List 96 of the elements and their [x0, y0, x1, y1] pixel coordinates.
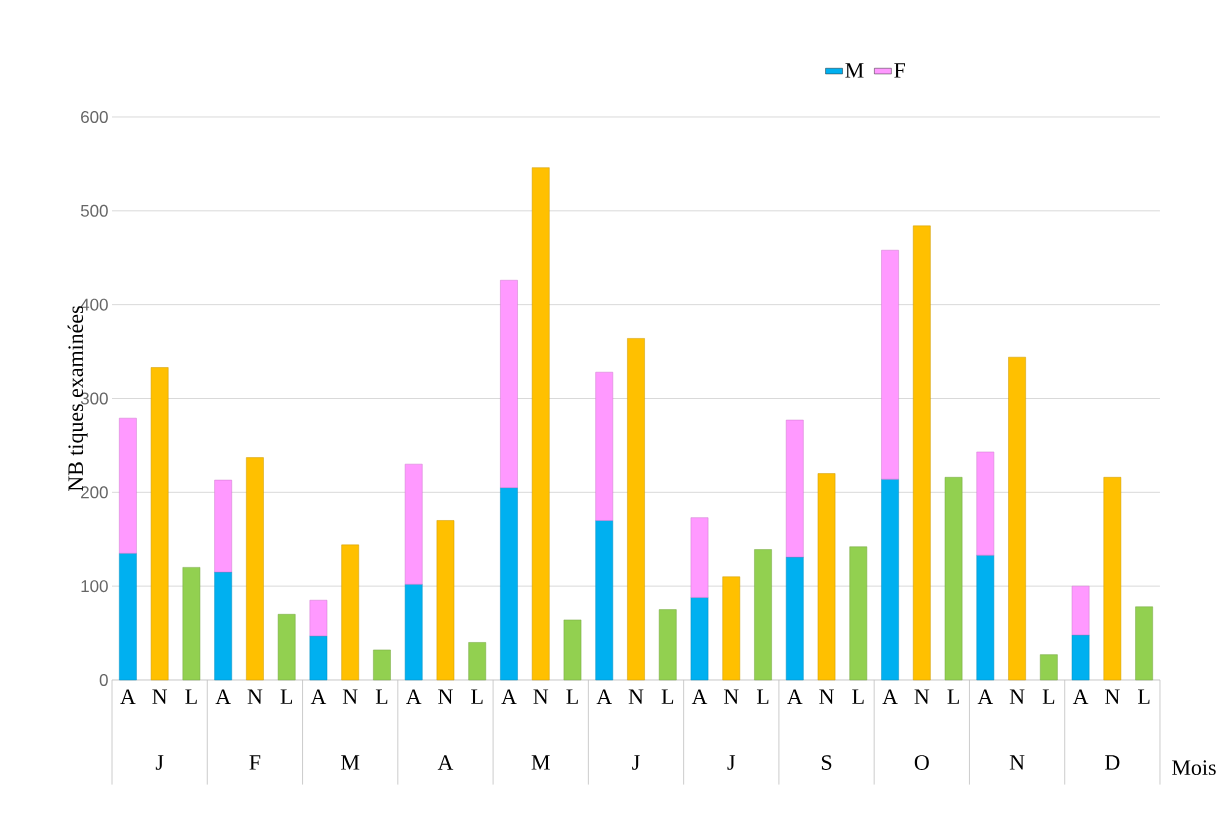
- bar: [912, 225, 931, 681]
- bar: [658, 609, 677, 681]
- x-axis-title: Mois: [1172, 760, 1216, 776]
- x-tick-label: A: [310, 689, 327, 704]
- bar: [277, 614, 296, 681]
- y-tick-label: 100: [81, 580, 108, 593]
- x-tick-label: L: [852, 689, 864, 704]
- text: J: [155, 755, 164, 770]
- text: S: [821, 755, 832, 770]
- bar: [309, 635, 328, 681]
- bar: [119, 417, 137, 554]
- bar: [404, 463, 423, 585]
- x-tick-label: N: [247, 689, 263, 704]
- bar: [436, 520, 455, 681]
- bar: [1071, 585, 1090, 636]
- bar: [976, 451, 995, 556]
- bar: [563, 619, 582, 681]
- x-tick-label: N: [914, 689, 930, 704]
- bar: [785, 556, 804, 681]
- text: F: [249, 755, 261, 770]
- y-tick-label: 500: [80, 204, 108, 217]
- y-tick-label: 600: [81, 110, 108, 123]
- bar: [214, 479, 232, 573]
- x-tick-label: L: [1042, 689, 1055, 704]
- bar: [595, 520, 614, 681]
- bar: [500, 280, 518, 488]
- x-tick-label: L: [471, 689, 483, 704]
- x-tick-label: A: [1072, 689, 1089, 704]
- x-tick-label: L: [375, 689, 388, 704]
- text: D: [1105, 755, 1120, 770]
- bar: [944, 477, 963, 681]
- bar: [150, 367, 169, 681]
- x-tick-label: N: [1105, 689, 1120, 704]
- bar: [341, 544, 360, 681]
- bar: [722, 576, 741, 681]
- legend-label: F: [894, 63, 905, 78]
- text: A: [437, 755, 454, 770]
- bar: [595, 371, 614, 521]
- bar: [1135, 606, 1153, 681]
- x-tick-label: L: [566, 689, 578, 704]
- text: M: [531, 755, 550, 770]
- bar: [531, 167, 550, 681]
- bar: [690, 517, 709, 598]
- y-tick-label: 300: [80, 392, 108, 405]
- legend-label: M: [845, 63, 864, 78]
- x-tick-label: A: [787, 689, 803, 704]
- bar: [182, 567, 201, 681]
- bar: [373, 649, 391, 681]
- x-tick-label: L: [756, 689, 769, 704]
- bar: [246, 457, 264, 681]
- bar: [881, 478, 899, 681]
- x-tick-label: A: [691, 689, 708, 704]
- bar: [849, 546, 868, 681]
- text: J: [632, 755, 640, 770]
- x-tick-label: A: [882, 689, 898, 704]
- x-tick-label: N: [819, 689, 834, 704]
- text: O: [914, 755, 929, 770]
- bar: [500, 487, 518, 681]
- x-tick-label: A: [215, 689, 231, 704]
- bar: [881, 249, 899, 480]
- bar: [817, 473, 836, 681]
- x-tick-label: N: [342, 689, 358, 704]
- x-tick-label: L: [661, 689, 674, 704]
- bar: [754, 549, 772, 681]
- x-tick-label: N: [723, 689, 739, 704]
- x-tick-label: L: [185, 689, 197, 704]
- text: J: [727, 755, 736, 770]
- bar: [1008, 356, 1026, 681]
- bar: [468, 642, 487, 681]
- x-tick-label: L: [947, 689, 959, 704]
- x-tick-label: L: [1138, 689, 1150, 704]
- bar: [1040, 654, 1058, 681]
- bar: [214, 571, 232, 681]
- bar: [627, 338, 645, 681]
- bar: [690, 597, 709, 681]
- x-tick-label: N: [628, 689, 644, 704]
- x-tick-label: N: [152, 689, 168, 704]
- text: M: [341, 755, 360, 770]
- x-tick-label: A: [120, 689, 136, 704]
- text: N: [1009, 755, 1025, 770]
- x-tick-label: A: [501, 689, 517, 704]
- bar: [404, 584, 423, 681]
- x-tick-label: A: [977, 689, 994, 704]
- x-tick-label: A: [406, 689, 422, 704]
- bar: [1071, 634, 1090, 681]
- bar: [1103, 477, 1122, 681]
- bar: [119, 553, 137, 681]
- y-tick-label: 0: [99, 673, 108, 686]
- x-tick-label: N: [1009, 689, 1025, 704]
- x-tick-label: N: [533, 689, 549, 704]
- x-tick-label: A: [596, 689, 612, 704]
- x-tick-label: N: [438, 689, 453, 704]
- x-tick-label: L: [280, 689, 293, 704]
- bar: [309, 599, 328, 637]
- bar: [785, 419, 804, 558]
- bar: [976, 554, 995, 681]
